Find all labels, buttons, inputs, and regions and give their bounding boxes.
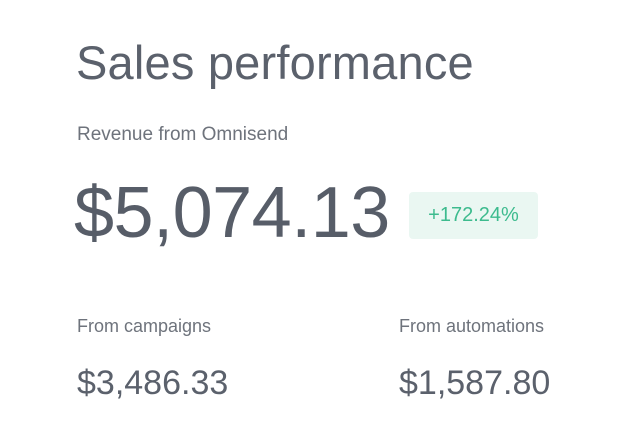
- total-revenue-value: $5,074.13: [74, 173, 390, 253]
- revenue-change-text: +172.24%: [428, 204, 519, 226]
- revenue-subtitle: Revenue from Omnisend: [77, 124, 289, 145]
- automations-value: $1,587.80: [399, 364, 551, 402]
- card-title: Sales performance: [76, 36, 474, 89]
- campaigns-label: From campaigns: [77, 316, 212, 336]
- revenue-change-badge: +172.24%: [409, 192, 538, 239]
- automations-label: From automations: [399, 316, 545, 336]
- campaigns-value: $3,486.33: [77, 364, 229, 402]
